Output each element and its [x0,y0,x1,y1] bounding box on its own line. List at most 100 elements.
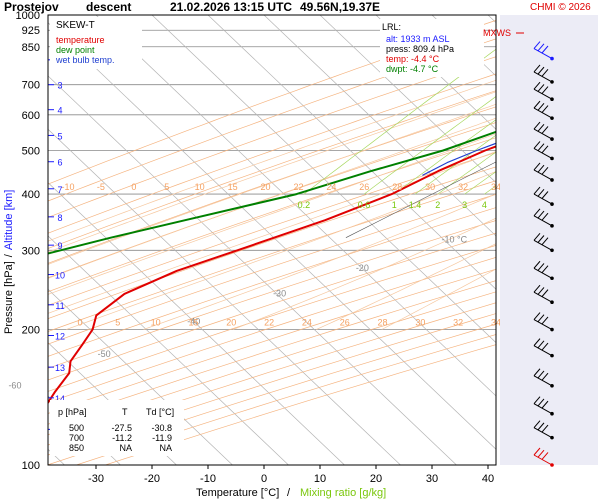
pressure-tick-label: 300 [22,245,40,257]
isotherm-line [48,128,401,465]
table-cell-r0-t: -27.5 [111,423,132,433]
isotherm-line [48,342,177,465]
moist-adiabat-line [48,91,496,253]
wind-barb-icon [533,64,554,84]
adiabat-label: 24 [326,182,336,192]
mixing-ratio-label: 0.2 [298,200,311,210]
altitude-tick-label: 13 [55,363,65,373]
dry-adiabat-line [48,220,496,369]
dry-adiabat-line [48,166,496,319]
moist-adiabat-line [232,217,496,330]
wind-barb-icon [533,186,554,206]
pressure-tick-label: 100 [22,460,40,472]
altitude-tick-label: 3 [57,81,62,91]
altitude-tick-label: 8 [57,213,62,223]
adiabat-label: -5 [97,182,105,192]
wind-barb-icon [533,208,554,228]
dew-point-line [48,130,496,255]
x-tick-label: 30 [426,473,438,485]
moist-adiabat-line [48,133,496,295]
adiabat-label: 22 [264,318,274,328]
adiabat-label: 5 [115,318,120,328]
wind-barb-icon [533,260,554,281]
isotherm-line [48,182,345,465]
table-cell-r2-td: NA [159,443,172,453]
dry-adiabat-line [48,232,496,381]
altitude-tick-label: 10 [55,271,65,281]
pressure-tick-label: 925 [22,25,40,37]
table-cell-r0-p: 500 [69,423,84,433]
dry-adiabat-line [48,280,496,425]
table-header-p: p [hPa] [58,407,87,417]
wind-barb-icon [533,420,554,440]
y-axis-label: Pressure [hPa] / Altitude [km] [3,190,15,334]
x-axis-label-separator: / [287,487,291,499]
wind-barb-icon [533,447,554,467]
adiabat-label: 32 [458,182,468,192]
altitude-tick-label: 9 [57,241,62,251]
x-tick-label: 40 [482,473,494,485]
wind-barb-icon [533,312,554,332]
x-axis-label-mixing: Mixing ratio [g/kg] [300,487,386,499]
header-station: Prostejov [4,0,59,14]
mixing-ratio-label: 4 [482,200,487,210]
dry-adiabat-line [48,152,496,306]
dry-adiabat-line [48,244,496,392]
lrl-box [380,19,484,77]
adiabat-label: 28 [378,318,388,328]
temperature-line [48,145,496,405]
pressure-tick-label: 500 [22,145,40,157]
mixing-ratio-label: 2 [435,200,440,210]
dry-adiabat-line [48,122,496,279]
adiabat-label: 0 [131,182,136,192]
table-cell-r2-t: NA [119,443,132,453]
pressure-tick-label: 1000 [16,10,40,22]
lrl-pressure: press: 809.4 hPa [386,44,454,54]
isotherm-line [95,15,496,397]
isotherm-line [263,15,496,237]
header-datetime: 21.02.2026 13:15 UTC [170,0,292,14]
wind-barb-icon [533,232,554,253]
isotherm-line [375,15,496,130]
adiabat-label: 0 [77,318,82,328]
wind-panel [500,15,598,465]
copyright: CHMI © 2026 [530,2,591,13]
altitude-tick-label: 12 [55,331,65,341]
mixing-ratio-label: 1.4 [409,200,422,210]
adiabat-label: 15 [228,182,238,192]
lrl-temp: temp: -4.4 °C [386,54,440,64]
mixing-ratio-line [303,48,496,195]
adiabat-label: 22 [293,182,303,192]
dry-adiabat-line [48,56,496,218]
wind-barb-icon [533,338,554,358]
wind-barb-icon [533,121,554,141]
x-tick-label: 10 [314,473,326,485]
dry-adiabat-line [48,193,496,345]
pressure-tick-label: 850 [22,42,40,54]
pressure-tick-label: 400 [22,189,40,201]
dry-adiabat-line [48,73,496,234]
isotherm-line [207,15,496,290]
wind-barb-icon [533,41,554,61]
parcel-line [345,161,496,238]
legend-item-dew-point: dew point [56,45,95,55]
dry-adiabat-line [48,207,496,357]
mxws-label: MXWS [483,28,511,38]
isotherm-line [48,288,233,465]
x-tick-label: -10 [200,473,216,485]
dry-adiabat-line [48,256,496,403]
mixing-ratio-line [414,134,496,195]
wet-bulb-line [422,142,496,176]
adiabat-label: 30 [415,318,425,328]
table-cell-r1-td: -11.9 [152,433,172,443]
table-header-td: Td [°C] [146,407,174,417]
data-table-box [50,400,184,456]
legend-title: SKEW-T [56,20,95,31]
legend-item-wet-bulb: wet bulb temp. [55,55,115,65]
isotherm-line [48,235,289,465]
altitude-tick-label: 7 [57,185,62,195]
wind-barb-icon [533,81,554,101]
pressure-tick-label: 700 [22,80,40,92]
adiabat-label: 20 [226,318,236,328]
dry-adiabat-line [48,137,496,293]
